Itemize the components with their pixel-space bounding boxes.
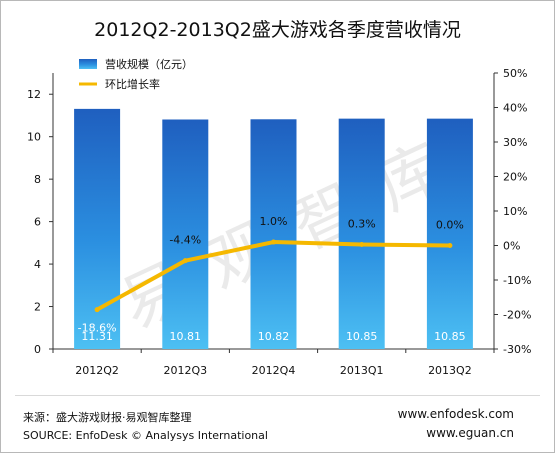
y-right-tick-label: -20% (503, 309, 531, 322)
bar-value-label: 11.31 (81, 330, 113, 343)
y-left-tick-label: 4 (34, 258, 41, 271)
y-left-tick-label: 0 (34, 343, 41, 356)
bar-value-label: 10.85 (346, 330, 378, 343)
bar (74, 108, 121, 349)
legend-label-revenue: 营收规模（亿元） (105, 57, 193, 71)
bar (250, 119, 297, 349)
y-right-tick-label: 20% (503, 171, 527, 184)
y-left-tick-label: 12 (27, 88, 41, 101)
y-left-tick-label: 10 (27, 131, 41, 144)
y-right-tick-label: 10% (503, 205, 527, 218)
line-point (447, 243, 453, 248)
y-right-tick-label: -30% (503, 343, 531, 356)
footer-url-enfodesk: www.enfodesk.com (397, 407, 514, 421)
line-value-label: -4.4% (169, 234, 201, 247)
footer-url-eguan: www.eguan.cn (426, 426, 514, 440)
chart-title: 2012Q2-2013Q2盛大游戏各季度营收情况 (94, 19, 461, 41)
y-left-tick-label: 2 (34, 301, 41, 314)
footer-divider (15, 395, 540, 396)
x-tick-label: 2012Q2 (75, 364, 119, 377)
line-value-label: 1.0% (260, 215, 288, 228)
x-tick-label: 2012Q3 (163, 364, 207, 377)
bar (162, 119, 209, 349)
footer-links: www.enfodesk.com www.eguan.cn (398, 405, 514, 443)
line-value-label: -18.6% (78, 322, 117, 335)
y-right-tick-label: 30% (503, 136, 527, 149)
y-right-tick-label: -10% (503, 274, 531, 287)
legend-swatch-revenue (79, 59, 97, 69)
x-tick-label: 2013Q2 (428, 364, 472, 377)
y-right-tick-label: 0% (503, 240, 520, 253)
y-right-tick-label: 40% (503, 102, 527, 115)
y-left-tick-label: 8 (34, 173, 41, 186)
y-right-tick-label: 50% (503, 67, 527, 80)
line-value-label: 0.3% (348, 217, 376, 230)
bar (426, 118, 473, 350)
line-point (359, 241, 365, 247)
chart-canvas: 易观智库024681012-30%-20%-10%0%10%20%30%40%5… (27, 57, 531, 377)
bar (338, 118, 385, 350)
bar-value-label: 10.85 (434, 330, 466, 343)
line-value-label: 0.0% (436, 219, 464, 232)
bar-value-label: 10.82 (258, 330, 290, 343)
y-left-tick-label: 6 (34, 216, 41, 229)
x-tick-label: 2012Q4 (252, 364, 296, 377)
legend-label-growth: 环比增长率 (105, 77, 160, 91)
bar-value-label: 10.81 (170, 330, 202, 343)
source-cn: 来源：盛大游戏财报·易观智库整理 (23, 411, 192, 424)
line-point (271, 239, 276, 245)
footer-source: 来源：盛大游戏财报·易观智库整理 SOURCE: EnfoDesk © Anal… (23, 409, 268, 445)
line-point (94, 307, 100, 313)
x-tick-label: 2013Q1 (340, 364, 384, 377)
source-en: SOURCE: EnfoDesk © Analysys Internationa… (23, 429, 268, 442)
line-point (182, 258, 188, 264)
